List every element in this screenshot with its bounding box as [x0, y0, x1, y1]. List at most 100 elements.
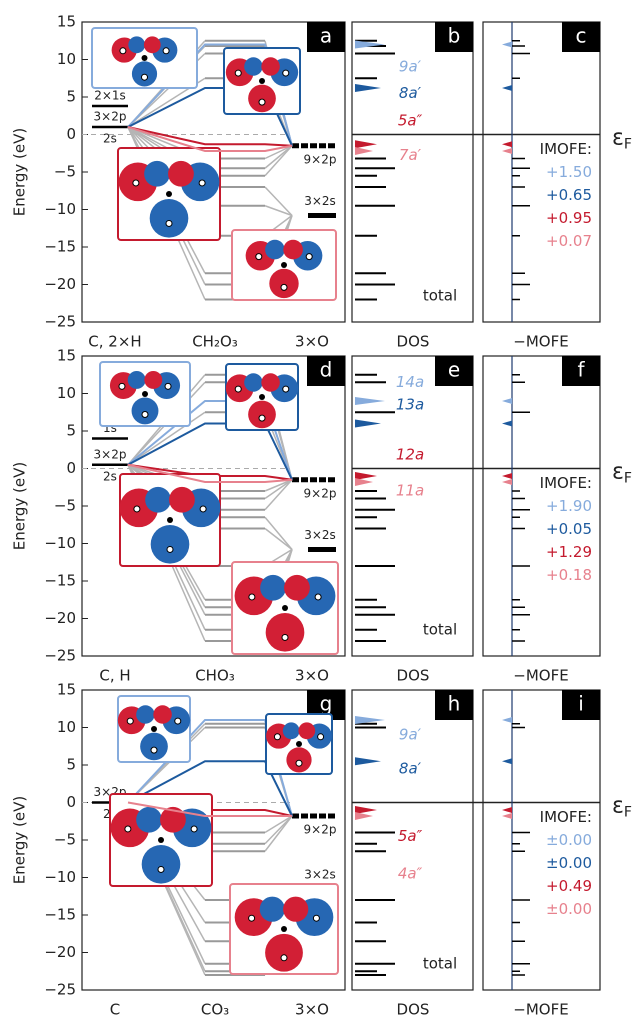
connector	[264, 479, 293, 511]
imofe-value: ±0.00	[546, 854, 592, 872]
y-tick-label: 15	[57, 347, 76, 365]
atom	[124, 825, 132, 833]
atom	[248, 914, 256, 922]
total-label: total	[423, 954, 457, 972]
orbital-dos	[355, 397, 385, 405]
total-label: total	[423, 620, 457, 638]
connector	[264, 516, 293, 550]
connector	[264, 186, 293, 217]
imofe-value: +0.18	[546, 566, 592, 584]
bottom-label: CO₃	[201, 1001, 229, 1019]
atom	[280, 954, 288, 962]
total-label: total	[423, 286, 457, 304]
orbital-connector	[127, 126, 293, 152]
connector	[264, 145, 293, 177]
lobe	[143, 36, 161, 54]
orbital-label: 9a′	[399, 726, 422, 744]
atom	[164, 382, 172, 390]
bottom-label: DOS	[397, 1001, 430, 1019]
orbital-connector	[127, 463, 293, 483]
fragment-label: 3×2s	[304, 194, 336, 208]
y-tick-label: 15	[57, 13, 76, 31]
imofe-value: +0.07	[546, 232, 592, 250]
y-tick-label: −20	[44, 275, 76, 293]
y-tick-label: −5	[54, 163, 76, 181]
panel-letter: f	[577, 358, 585, 382]
atom	[234, 385, 242, 393]
fermi-symbol: ε	[612, 460, 624, 485]
imofe-value: ±0.00	[546, 900, 592, 918]
orbital-mofe	[502, 717, 512, 723]
orbital-dos	[355, 147, 373, 155]
imofe-value: +0.95	[546, 209, 592, 227]
fragment-label: 2×1s	[94, 89, 126, 103]
panel-letter: d	[320, 358, 333, 382]
orbital-dos	[355, 84, 381, 92]
atom	[190, 825, 198, 833]
bottom-label: C	[110, 1001, 120, 1019]
atom	[234, 69, 242, 77]
orbital-connector	[127, 463, 293, 481]
orbital-inset	[91, 27, 198, 89]
panel-letter-box	[307, 356, 345, 386]
atom	[258, 414, 266, 422]
lobe	[127, 370, 146, 389]
orbital-inset	[117, 695, 191, 763]
connector	[264, 527, 293, 551]
y-tick-label: −5	[54, 831, 76, 849]
atom	[282, 605, 288, 611]
lobe	[261, 373, 280, 392]
atom	[132, 179, 140, 187]
orbital-mofe	[502, 758, 512, 765]
orbital-dos	[355, 716, 385, 724]
atom	[141, 410, 149, 418]
lobe	[298, 722, 316, 740]
panel-letter-box	[435, 690, 473, 720]
panel-letter-box	[562, 690, 600, 720]
orbital-dos	[355, 806, 377, 814]
y-tick-label: −10	[44, 868, 76, 886]
orbital-label: 8a′	[399, 84, 422, 102]
orbital-mofe	[502, 85, 512, 91]
atom	[150, 746, 158, 754]
lobe	[260, 574, 286, 601]
atom	[166, 191, 172, 197]
connector	[264, 145, 293, 160]
bottom-label: C, H	[99, 667, 130, 685]
atom	[312, 914, 320, 922]
lobe	[141, 844, 181, 884]
panel-frame	[351, 21, 474, 323]
panel-letter-box	[562, 22, 600, 52]
lobe	[144, 160, 170, 187]
bottom-label: 3×O	[295, 667, 329, 685]
orbital-inset	[117, 147, 221, 241]
imofe-value: ±0.00	[546, 831, 592, 849]
atom	[259, 394, 265, 400]
lobe	[160, 806, 186, 833]
orbital-inset	[119, 473, 221, 567]
imofe-value: +0.05	[546, 520, 592, 538]
lobe	[244, 57, 263, 76]
atom	[198, 179, 206, 187]
atom	[258, 98, 266, 106]
atom	[141, 73, 148, 81]
lobe	[140, 732, 168, 761]
orbital-connector	[127, 126, 293, 147]
lobe	[248, 400, 276, 429]
connector	[264, 145, 293, 169]
orbital-label: 8a′	[399, 759, 422, 777]
atom	[282, 385, 290, 393]
y-tick-label: 5	[66, 422, 76, 440]
orbital-label: 11a	[396, 482, 424, 500]
orbital-inset	[265, 713, 333, 775]
y-tick-label: −15	[44, 572, 76, 590]
orbital-connector	[127, 422, 293, 481]
lobe	[283, 239, 303, 260]
y-axis-title: Energy (eV)	[11, 796, 29, 884]
lobe	[265, 612, 305, 652]
y-tick-label: 15	[57, 681, 76, 699]
bottom-label: −MOFE	[513, 1001, 568, 1019]
y-tick-label: 5	[66, 756, 76, 774]
orbital-dos	[355, 140, 377, 149]
